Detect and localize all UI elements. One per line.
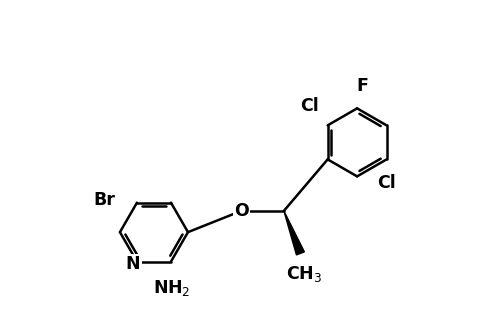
Text: Cl: Cl — [377, 175, 396, 193]
Text: O: O — [234, 202, 249, 220]
Text: Cl: Cl — [300, 97, 319, 115]
Text: Br: Br — [94, 191, 116, 209]
Polygon shape — [284, 211, 304, 255]
Text: F: F — [356, 77, 368, 95]
Text: CH$_3$: CH$_3$ — [286, 264, 322, 284]
Text: NH$_2$: NH$_2$ — [153, 278, 191, 298]
Text: N: N — [126, 255, 141, 274]
